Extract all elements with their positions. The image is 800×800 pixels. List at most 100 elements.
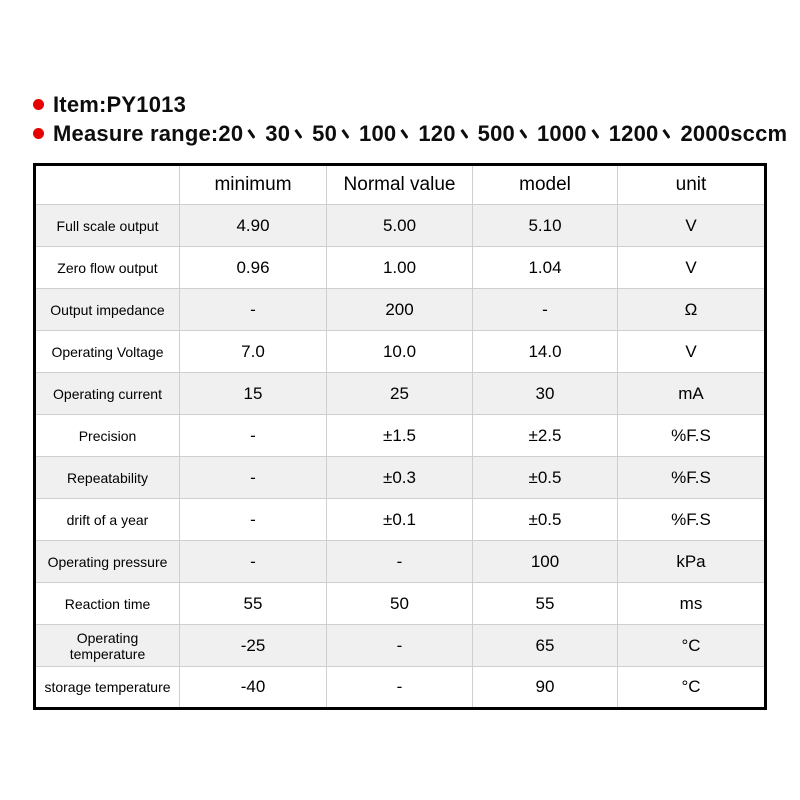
measure-range-text: Measure range:20 30 50 100 120 500 1000 1200 200…: [53, 121, 787, 147]
cell-minimum: 7.0: [179, 330, 327, 373]
cell-minimum: -: [179, 288, 327, 331]
cell-unit: V: [617, 246, 766, 289]
cell-model: 55: [472, 582, 618, 625]
cell-normal-value: 200: [326, 288, 473, 331]
cell-unit: mA: [617, 372, 766, 415]
table-row: Zero flow output 0.96 1.00 1.04 V: [34, 246, 766, 289]
table-row: Operating current 15 25 30 mA: [34, 372, 766, 415]
ideographic-comma-separator: [661, 121, 673, 141]
table-row: Precision - ±1.5 ±2.5 %F.S: [34, 414, 766, 457]
table-row: drift of a year - ±0.1 ±0.5 %F.S: [34, 498, 766, 541]
cell-minimum: 55: [179, 582, 327, 625]
col-header-normal-value: Normal value: [326, 164, 473, 205]
cell-minimum: 0.96: [179, 246, 327, 289]
cell-minimum: -: [179, 498, 327, 541]
table-row: Operating Voltage 7.0 10.0 14.0 V: [34, 330, 766, 373]
table-row: storage temperature -40-90 °C: [34, 666, 766, 709]
range-value: 20: [218, 120, 244, 146]
ideographic-comma-separator: [399, 121, 411, 141]
cell-normal-value: 5.00: [326, 204, 473, 247]
cell-normal-value: -: [326, 666, 473, 709]
cell-unit: °C: [617, 666, 766, 709]
cell-unit: %F.S: [617, 498, 766, 541]
spec-table: minimum Normal value model unit Full sca…: [33, 163, 767, 710]
cell-unit: V: [617, 204, 766, 247]
cell-normal-value: ±0.1: [326, 498, 473, 541]
range-value: 1000: [536, 120, 587, 146]
cell-model: 90: [472, 666, 618, 709]
row-label: Precision: [34, 414, 180, 457]
row-label: Full scale output: [34, 204, 180, 247]
cell-minimum: -: [179, 456, 327, 499]
bullet-dot-icon: [33, 128, 44, 139]
cell-model: ±0.5: [472, 498, 618, 541]
cell-minimum: 4.90: [179, 204, 327, 247]
cell-minimum: -: [179, 540, 327, 583]
row-label: Operating Voltage: [34, 330, 180, 373]
table-row: Operating pressure - -100 kPa: [34, 540, 766, 583]
cell-unit: %F.S: [617, 414, 766, 457]
table-row: Full scale output 4.90 5.00 5.10 V: [34, 204, 766, 247]
cell-minimum: -: [179, 414, 327, 457]
range-value: 1200: [608, 120, 659, 146]
cell-model: 14.0: [472, 330, 618, 373]
table-header-row: minimum Normal value model unit: [34, 164, 766, 205]
col-header-unit: unit: [617, 164, 766, 205]
cell-unit: %F.S: [617, 456, 766, 499]
col-header-blank: [34, 164, 180, 205]
cell-normal-value: 10.0: [326, 330, 473, 373]
cell-unit: kPa: [617, 540, 766, 583]
range-value: 2000sccm: [680, 120, 788, 146]
cell-model: 5.10: [472, 204, 618, 247]
cell-model: 65: [472, 624, 618, 667]
cell-normal-value: -: [326, 540, 473, 583]
header-block: Item:PY1013 Measure range:20 30 50 100 120 50…: [33, 90, 787, 148]
row-label: storage temperature: [34, 666, 180, 709]
row-label: Operating pressure: [34, 540, 180, 583]
range-value: 500: [477, 120, 515, 146]
row-label: Operating temperature: [34, 624, 180, 667]
range-value: 30: [265, 120, 291, 146]
cell-model: 100: [472, 540, 618, 583]
range-value: 50: [312, 120, 338, 146]
col-header-model: model: [472, 164, 618, 205]
cell-normal-value: -: [326, 624, 473, 667]
spec-table-body: Full scale output 4.90 5.00 5.10 V Zero flow …: [34, 204, 766, 709]
bullet-dot-icon: [33, 99, 44, 110]
cell-model: ±2.5: [472, 414, 618, 457]
table-row: Repeatability - ±0.3 ±0.5 %F.S: [34, 456, 766, 499]
table-row: Output impedance -200- Ω: [34, 288, 766, 331]
cell-minimum: 15: [179, 372, 327, 415]
cell-normal-value: 1.00: [326, 246, 473, 289]
measure-range-values: 20 30 50 100 120 500 1000 1200 2000sccm: [218, 121, 787, 146]
ideographic-comma-separator: [590, 121, 602, 141]
range-value: 120: [418, 120, 456, 146]
table-row: Operating temperature -25-65 °C: [34, 624, 766, 667]
ideographic-comma-separator: [246, 121, 258, 141]
row-label: Operating current: [34, 372, 180, 415]
row-label: Zero flow output: [34, 246, 180, 289]
measure-range-line: Measure range:20 30 50 100 120 500 1000 1200 200…: [33, 119, 787, 148]
measure-range-prefix: Measure range:: [53, 120, 219, 146]
cell-model: -: [472, 288, 618, 331]
ideographic-comma-separator: [459, 121, 471, 141]
cell-normal-value: ±0.3: [326, 456, 473, 499]
ideographic-comma-separator: [293, 121, 305, 141]
cell-model: 1.04: [472, 246, 618, 289]
cell-unit: ms: [617, 582, 766, 625]
item-line: Item:PY1013: [33, 90, 787, 119]
row-label: drift of a year: [34, 498, 180, 541]
cell-unit: V: [617, 330, 766, 373]
cell-normal-value: 25: [326, 372, 473, 415]
cell-model: ±0.5: [472, 456, 618, 499]
row-label: Repeatability: [34, 456, 180, 499]
ideographic-comma-separator: [518, 121, 530, 141]
cell-minimum: -25: [179, 624, 327, 667]
range-value: 100: [359, 120, 397, 146]
row-label: Output impedance: [34, 288, 180, 331]
ideographic-comma-separator: [340, 121, 352, 141]
table-row: Reaction time 55 50 55 ms: [34, 582, 766, 625]
col-header-minimum: minimum: [179, 164, 327, 205]
cell-unit: Ω: [617, 288, 766, 331]
cell-normal-value: 50: [326, 582, 473, 625]
